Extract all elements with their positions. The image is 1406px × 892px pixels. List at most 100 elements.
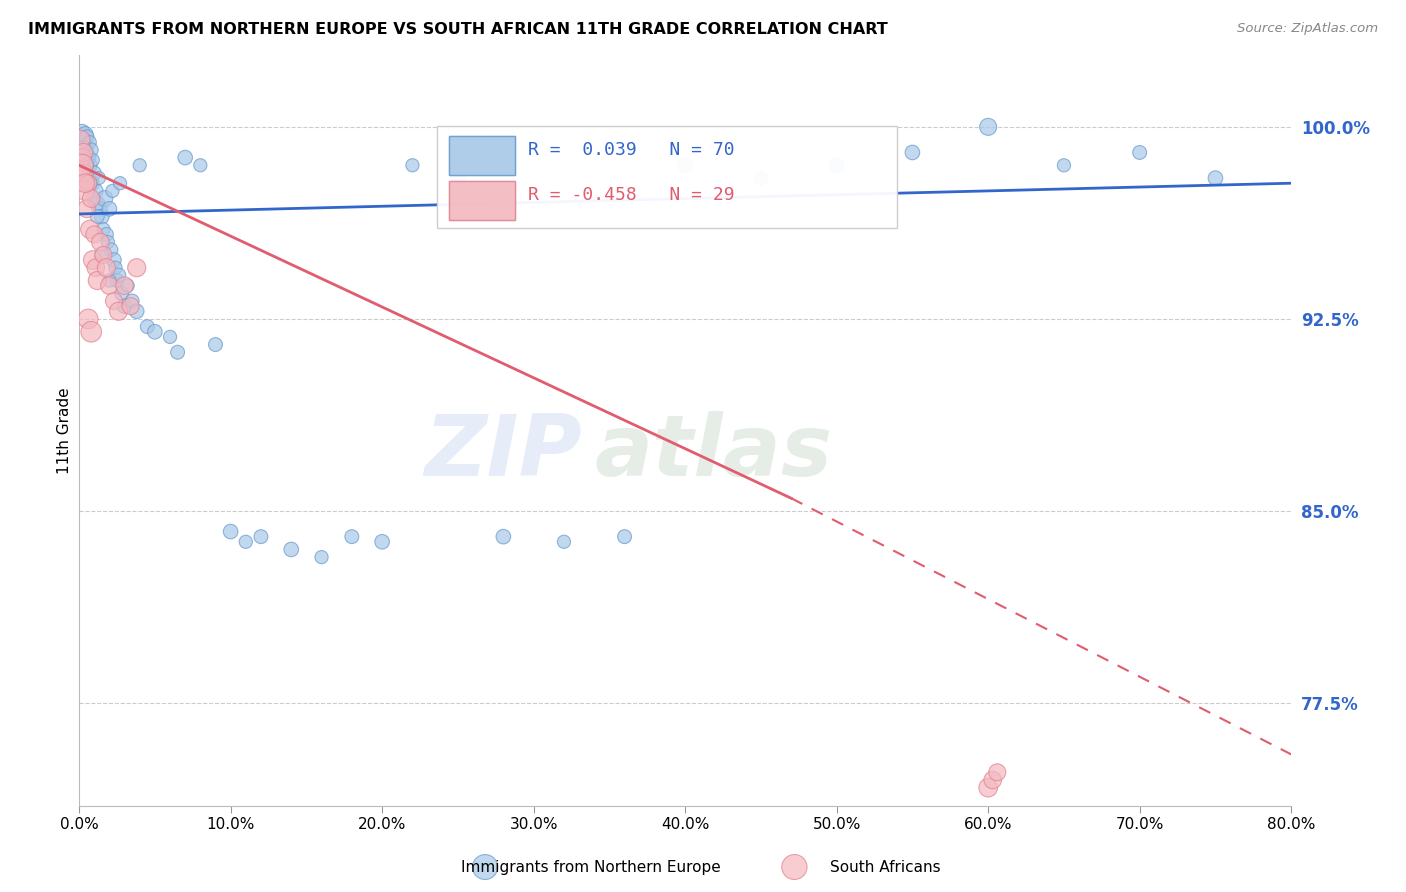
Point xyxy=(311,550,333,565)
Point xyxy=(80,176,103,190)
Point xyxy=(69,133,91,147)
Point xyxy=(70,125,93,139)
Point xyxy=(87,171,110,186)
Point xyxy=(79,222,101,236)
Point xyxy=(103,253,125,268)
Text: Immigrants from Northern Europe: Immigrants from Northern Europe xyxy=(461,860,720,874)
Point xyxy=(76,158,98,172)
Point xyxy=(73,145,96,160)
Point xyxy=(83,166,105,180)
Point xyxy=(108,176,131,190)
Point xyxy=(89,235,111,249)
Point xyxy=(825,158,848,172)
Text: IMMIGRANTS FROM NORTHERN EUROPE VS SOUTH AFRICAN 11TH GRADE CORRELATION CHART: IMMIGRANTS FROM NORTHERN EUROPE VS SOUTH… xyxy=(28,22,887,37)
Point xyxy=(86,196,108,211)
Point xyxy=(235,534,257,549)
Point xyxy=(80,192,103,206)
Point xyxy=(73,140,96,154)
Point xyxy=(977,780,1000,795)
Point xyxy=(77,151,100,165)
Point xyxy=(128,158,150,172)
Point xyxy=(80,325,103,339)
FancyBboxPatch shape xyxy=(449,181,516,220)
Point xyxy=(981,772,1004,787)
Point xyxy=(98,273,121,287)
Point xyxy=(188,158,211,172)
Point xyxy=(125,260,148,275)
Point xyxy=(76,130,98,145)
Point xyxy=(114,278,136,293)
Point xyxy=(76,202,98,216)
Point xyxy=(340,530,363,544)
Point xyxy=(110,286,132,301)
Point xyxy=(174,151,197,165)
Point xyxy=(114,299,136,313)
Text: South Africans: South Africans xyxy=(831,860,941,874)
Point xyxy=(98,278,121,293)
Point xyxy=(77,176,100,190)
Point xyxy=(121,293,143,308)
Point xyxy=(100,243,122,257)
Point xyxy=(143,325,166,339)
Point xyxy=(90,210,112,224)
Point xyxy=(120,299,142,313)
Point xyxy=(90,248,112,262)
Point xyxy=(166,345,188,359)
Point xyxy=(101,184,124,198)
Text: R = -0.458   N = 29: R = -0.458 N = 29 xyxy=(527,186,734,204)
Point xyxy=(159,330,181,344)
Point xyxy=(553,534,575,549)
Point xyxy=(94,192,117,206)
Point xyxy=(673,158,696,172)
Point xyxy=(75,184,97,198)
Point xyxy=(73,133,96,147)
Point xyxy=(492,530,515,544)
Point xyxy=(104,260,127,275)
Point xyxy=(204,337,226,351)
Point xyxy=(103,293,125,308)
Point xyxy=(97,235,120,249)
Point xyxy=(93,248,115,262)
Point xyxy=(280,542,302,557)
Text: atlas: atlas xyxy=(595,411,832,494)
Point xyxy=(125,304,148,318)
FancyBboxPatch shape xyxy=(437,127,897,227)
Text: ZIP: ZIP xyxy=(425,411,582,494)
Point xyxy=(79,135,101,149)
Point xyxy=(977,120,1000,134)
Point xyxy=(82,192,104,206)
Point xyxy=(613,530,636,544)
Point xyxy=(82,153,104,168)
Point xyxy=(93,222,115,236)
Point xyxy=(136,319,159,334)
Point xyxy=(70,151,93,165)
Point xyxy=(80,143,103,157)
Point xyxy=(84,260,107,275)
Point xyxy=(1204,171,1226,186)
Point xyxy=(117,278,139,293)
Text: R =  0.039   N = 70: R = 0.039 N = 70 xyxy=(527,142,734,160)
Point xyxy=(447,171,470,186)
Point xyxy=(79,158,101,172)
Point xyxy=(96,260,118,275)
Text: Source: ZipAtlas.com: Source: ZipAtlas.com xyxy=(1237,22,1378,36)
Point xyxy=(107,304,129,318)
Point xyxy=(79,176,101,190)
Point xyxy=(83,227,105,242)
Point xyxy=(749,171,772,186)
Point xyxy=(77,312,100,326)
Point xyxy=(219,524,242,539)
Point xyxy=(82,253,104,268)
Point xyxy=(371,534,394,549)
Point xyxy=(986,765,1008,780)
Point xyxy=(98,202,121,216)
Y-axis label: 11th Grade: 11th Grade xyxy=(58,387,72,474)
Point xyxy=(84,184,107,198)
Point xyxy=(73,166,96,180)
FancyBboxPatch shape xyxy=(449,136,516,175)
Point xyxy=(1053,158,1076,172)
Point xyxy=(75,176,97,190)
Point xyxy=(96,227,118,242)
Point xyxy=(76,145,98,160)
Point xyxy=(1129,145,1152,160)
